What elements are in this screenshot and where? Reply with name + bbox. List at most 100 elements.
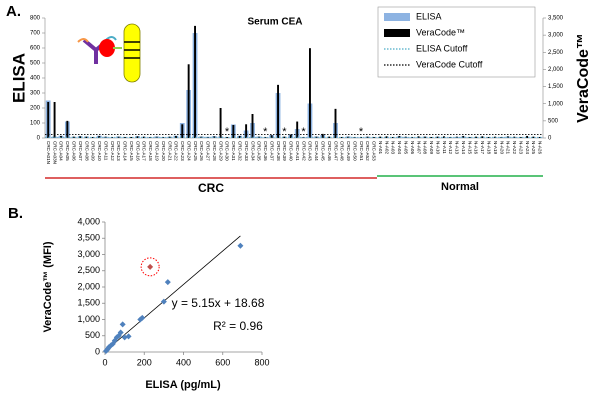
veracode-bar (136, 136, 139, 138)
legend-label: VeraCode™ (416, 27, 465, 37)
panel-label: A. (6, 3, 21, 20)
x-tick-label: N-A20 (499, 141, 504, 154)
y-tick-label: 1,000 (77, 314, 100, 324)
x-tick-label: CRC-A38 (276, 141, 281, 161)
x-tick-label: N-A13 (455, 141, 460, 154)
x-tick-label: 0 (102, 357, 107, 367)
point (139, 314, 146, 321)
trend-r2: R² = 0.96 (213, 319, 263, 333)
veracode-bar (245, 124, 248, 138)
x-tick-label: CRC-A13 (116, 141, 121, 161)
trendline (104, 235, 241, 352)
outlier-circle (140, 257, 160, 277)
x-tick-label: CRC-A43 (308, 141, 313, 161)
x-tick-label: N-A12 (448, 141, 453, 154)
x-tick-label: N-A03 (391, 141, 396, 154)
x-tick-label: CRC-A45 (321, 141, 326, 161)
y-tick-label: 4,000 (77, 216, 100, 226)
antibody-icon (77, 23, 141, 83)
y2-tick-label: 2,000 (548, 67, 564, 73)
y2-axis-title: VeraCode™ (575, 33, 592, 123)
veracode-bar (181, 124, 184, 138)
x-tick-label: CRC-A49 (346, 141, 351, 161)
point (160, 298, 167, 305)
point (237, 242, 244, 249)
asterisk: * (225, 126, 230, 138)
legend-swatch (384, 29, 410, 37)
y-tick-label: 3,000 (77, 249, 100, 259)
veracode-bar (238, 135, 241, 138)
x-tick-label: CRC-A14 (123, 141, 128, 161)
legend-label: ELISA Cutoff (416, 43, 468, 53)
x-tick-label: CRC-A46 (327, 141, 332, 161)
veracode-bar (309, 48, 311, 138)
x-tick-label: CRC-A50 (352, 141, 357, 161)
x-tick-label: CRC-A41 (295, 141, 300, 161)
y-tick-label: 3,500 (77, 233, 100, 243)
x-tick-label: CRC-A03N (52, 141, 57, 164)
veracode-bar (85, 136, 88, 138)
x-tick-label: CRC-A24 (186, 141, 191, 161)
x-tick-label: CRC-A23 (180, 141, 185, 161)
x-tick-label: CRC-A30 (225, 141, 230, 161)
veracode-bar (270, 135, 273, 138)
y-tick-label: 0 (95, 346, 100, 356)
legend-label: ELISA (416, 11, 442, 21)
x-tick-label: CRC-A40 (289, 141, 294, 161)
veracode-bar (340, 136, 343, 138)
x-tick-label: N-A22 (512, 141, 517, 154)
x-tick-label: N-A06 (410, 141, 415, 154)
x-tick-label: CRC-A42 (301, 141, 306, 161)
y2-tick-label: 500 (548, 118, 559, 124)
x-tick-label: CRC-A09 (91, 141, 96, 161)
x-tick-label: CRC-A53 (372, 141, 377, 161)
y-tick-label: 300 (30, 91, 41, 97)
x-tick-label: N-A15 (467, 141, 472, 154)
x-tick-label: CRC-A27 (206, 141, 211, 161)
x-tick-label: N-A05 (404, 141, 409, 154)
x-tick-label: CRC-A10 (97, 141, 102, 161)
x-tick-label: CRC-A01N (46, 141, 51, 164)
asterisk: * (282, 126, 287, 138)
veracode-bar (79, 136, 82, 138)
y2-tick-label: 0 (548, 136, 552, 142)
y-tick-label: 1,500 (77, 298, 100, 308)
point (117, 329, 124, 336)
y-tick-label: 600 (30, 46, 41, 52)
x-tick-label: CRC-A20 (161, 141, 166, 161)
x-tick-label: CRC-A39 (282, 141, 287, 161)
x-tick-label: CRC-A17 (142, 141, 147, 161)
x-tick-label: N-A01 (378, 141, 383, 154)
x-tick-label: CRC-A21 (167, 141, 172, 161)
veracode-bar (226, 136, 228, 138)
veracode-bar (328, 136, 331, 138)
veracode-bar (519, 136, 522, 138)
y2-tick-label: 1,500 (548, 84, 564, 90)
asterisk: * (359, 126, 364, 138)
veracode-bar (532, 136, 535, 138)
x-tick-label: N-A17 (480, 141, 485, 154)
y2-tick-label: 3,500 (548, 16, 564, 22)
x-tick-label: CRC-A05 (65, 141, 70, 161)
veracode-bar (468, 136, 471, 138)
x-tick-label: CRC-A47 (333, 141, 338, 161)
point (164, 279, 171, 286)
veracode-bar (143, 136, 145, 138)
y-tick-label: 0 (37, 136, 41, 142)
x-tick-label: CRC-A33 (244, 141, 249, 161)
veracode-bar (187, 64, 190, 138)
x-tick-label: N-A24 (525, 141, 530, 154)
y-tick-label: 2,500 (77, 265, 100, 275)
veracode-bar (392, 136, 394, 138)
point (125, 333, 132, 340)
x-tick-label: CRC-A51 (359, 141, 364, 161)
x-tick-label: N-A26 (538, 141, 543, 154)
y2-tick-label: 3,000 (548, 33, 564, 39)
x-tick-label: CRC-A29 (218, 141, 223, 161)
x-tick-label: CRC-A28 (212, 141, 217, 161)
y2-tick-label: 1,000 (548, 101, 564, 107)
y-axis-title: VeraCode™ (MFI) (42, 241, 54, 332)
x-tick-label: CRC-A34 (250, 141, 255, 161)
x-tick-label: CRC-A44 (314, 141, 319, 161)
